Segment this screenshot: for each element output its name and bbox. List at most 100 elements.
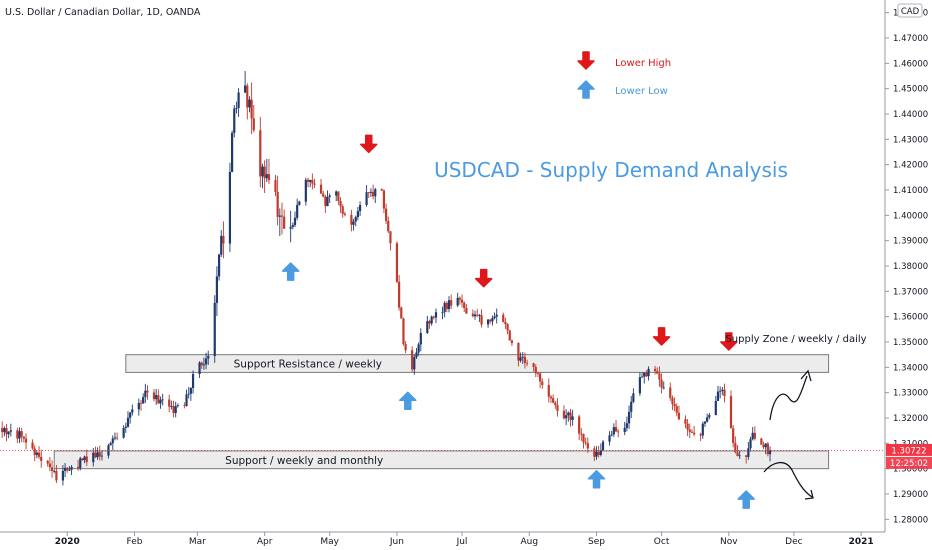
candle-body [335,191,338,196]
candle-body [450,300,453,306]
candle-body [693,432,696,435]
candle-body [706,417,709,422]
candle-body [519,357,522,361]
candle-body [85,456,88,463]
candle-body [230,132,234,172]
candle-body [411,350,414,370]
lower-low-arrow-icon [737,490,755,509]
candle-body [716,391,720,401]
price-tick-label: 1.40000 [893,211,928,221]
candle-body [76,466,80,469]
price-tick-label: 1.33000 [893,389,928,399]
time-tick-label: Jul [456,537,468,547]
bearish-projection-arrowhead [804,489,814,500]
price-tick-label: 1.39000 [893,237,928,247]
candle-body [374,189,377,197]
candle-body [766,443,769,455]
candle-body [601,441,605,451]
time-axis[interactable]: 2020 Feb Mar Apr May Jun Jul Aug Sep Oct Nov Dec 202… [55,532,874,547]
candle-body [22,436,25,439]
candle-body [764,443,767,448]
candle-body [124,426,127,428]
candle-body [309,179,312,182]
candle-body [293,217,297,226]
candle-body [656,371,659,374]
time-tick-label: 2021 [849,537,874,547]
candle-body [640,376,644,378]
candle-body [369,191,373,193]
candles-layer [1,71,772,486]
candle-body [116,437,119,439]
candle-body [549,396,553,399]
candle-body [298,201,301,205]
candle-body [732,428,735,444]
price-tick-label: 1.44000 [893,110,928,120]
analysis-headline: USDCAD - Supply Demand Analysis [434,158,788,182]
candle-body [328,195,331,198]
current-price-line: 1.30722 12:25:02 [0,443,932,469]
candle-body [426,321,429,333]
price-tick-label: 1.37000 [893,287,928,297]
candle-body [688,429,691,432]
candle-body [525,362,529,364]
candle-body [352,221,355,225]
candle-body [358,204,362,212]
candle-body [137,402,140,410]
candle-body [567,412,570,416]
candle-body [207,355,210,359]
candle-body [458,297,461,300]
candle-body [491,318,494,322]
candle-body [554,402,557,406]
candle-body [506,324,509,331]
candle-body [747,448,750,457]
lower-low-arrow-icon [587,470,606,489]
chart-title: U.S. Dollar / Canadian Dollar, 1D, OANDA [5,7,201,18]
candle-body [222,235,225,244]
candle-body [721,389,724,391]
candle-body [662,387,665,389]
candle-body [129,412,132,418]
candle-body [677,412,681,420]
time-tick-label: Sep [588,537,605,547]
candle-body [658,373,661,380]
candle-body [18,431,21,439]
candle-body [31,442,34,449]
bullish-projection-curve [769,375,808,421]
candle-body [146,390,149,393]
candle-body [586,443,589,449]
time-tick-label: Feb [127,537,143,547]
candle-body [81,458,84,461]
current-price-badge [886,443,932,456]
candle-body [306,179,310,182]
candle-body [612,427,615,435]
lower-low-arrow-icon [281,262,300,281]
candle-body [7,431,10,435]
candle-body [337,191,340,201]
candle-body [70,466,73,470]
candle-body [111,438,114,444]
candle-body [400,307,403,319]
candle-body [760,438,763,445]
candle-body [738,455,741,457]
time-tick-label: Jun [389,537,404,547]
candle-body [714,400,717,416]
price-tick-label: 1.34000 [893,363,928,373]
candle-body [94,452,97,458]
countdown-badge [886,456,932,469]
candle-body [35,452,38,456]
candle-body [736,452,739,456]
candle-body [63,467,67,471]
candle-body [539,373,542,382]
candle-body [489,319,492,322]
candle-body [547,385,550,397]
time-tick-label: Nov [720,537,738,547]
candle-body [46,460,49,464]
candle-body [122,427,125,438]
candle-body [187,393,190,395]
candle-body [339,200,342,207]
currency-badge[interactable]: CAD [897,3,923,18]
candle-body [172,406,175,414]
candle-body [168,399,171,407]
candle-body [387,220,390,232]
